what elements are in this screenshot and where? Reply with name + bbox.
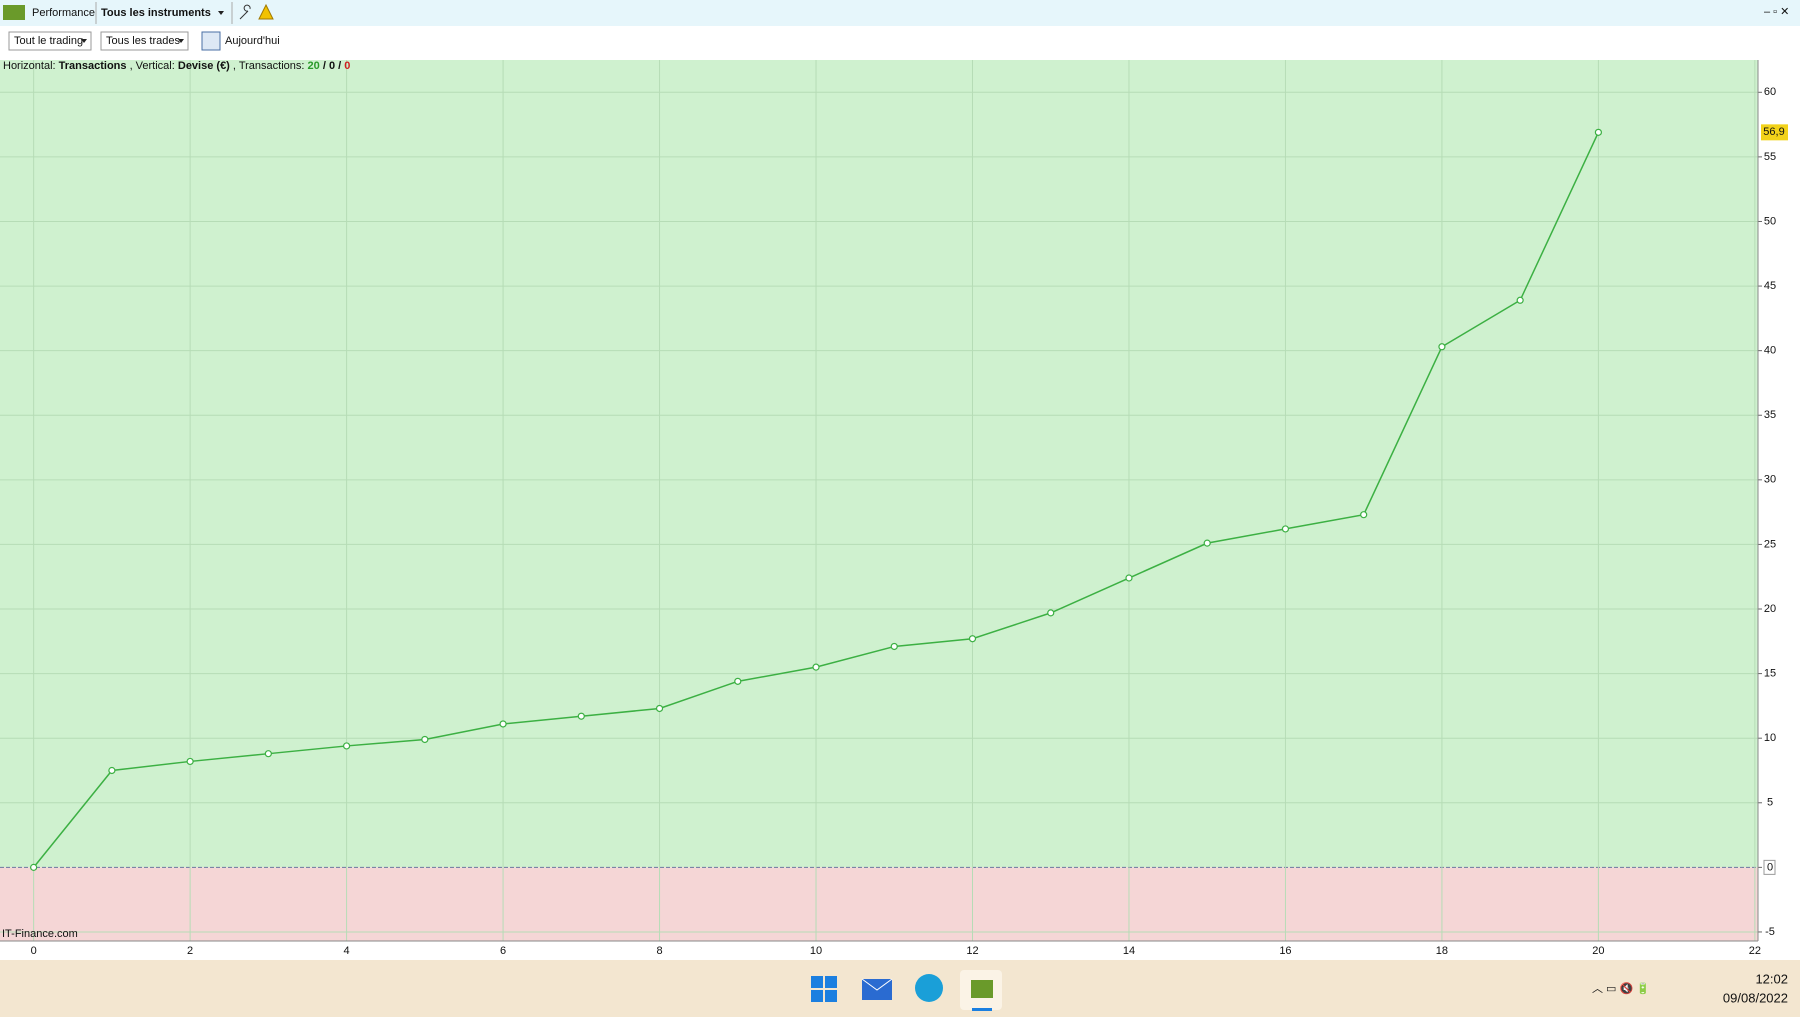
- info-separator: /: [338, 60, 341, 72]
- point: [264, 750, 272, 758]
- x-tick-label: 14: [1123, 945, 1135, 957]
- tab-performance[interactable]: Performance: [32, 7, 95, 19]
- point: [421, 735, 429, 744]
- y-tick-label: 20: [1764, 603, 1776, 615]
- info-flat: 0: [329, 60, 335, 72]
- info-v_label: , Vertical:: [130, 60, 175, 72]
- y-tick-label: 5: [1767, 797, 1773, 809]
- trades-label: Tous les trades: [106, 35, 180, 47]
- taskbar: [0, 960, 1800, 1017]
- x-tick-label: 6: [500, 945, 506, 957]
- calendar-icon[interactable]: [201, 31, 221, 51]
- info-losses: 0: [344, 60, 350, 72]
- point: [655, 704, 664, 713]
- x-tick-label: 16: [1279, 945, 1291, 957]
- value-label-box: [1761, 124, 1788, 141]
- info-h_label: Horizontal:: [3, 60, 56, 72]
- point: [1203, 539, 1211, 547]
- y-tick-label: 0: [1767, 861, 1773, 873]
- period-label: Tout le trading: [14, 35, 83, 47]
- warning-icon[interactable]: [258, 3, 274, 20]
- point: [1047, 609, 1055, 617]
- info-line: Horizontal: Transactions , Vertical: Dev…: [3, 60, 350, 72]
- y-tick-label: -5: [1765, 926, 1775, 938]
- x-tick-label: 20: [1592, 945, 1604, 957]
- x-tick-label: 10: [810, 945, 822, 957]
- info-wins: 20: [308, 60, 320, 72]
- tools-icon[interactable]: [239, 4, 251, 20]
- title-bar: [0, 0, 1800, 26]
- point: [1516, 296, 1524, 304]
- edge-icon[interactable]: [915, 974, 943, 1002]
- y-tick-label: 60: [1764, 86, 1776, 98]
- info-separator: /: [323, 60, 326, 72]
- negative-zone: [0, 867, 1758, 941]
- y-tick-label: 40: [1764, 345, 1776, 357]
- positive-zone: [0, 60, 1758, 868]
- x-tick-label: 12: [966, 945, 978, 957]
- date-label: Aujourd'hui: [225, 35, 280, 47]
- point: [1360, 511, 1368, 519]
- x-tick-label: 0: [31, 945, 37, 957]
- y-tick-label: 25: [1764, 538, 1776, 550]
- trades-dropdown[interactable]: [100, 31, 189, 51]
- info-v_value: Devise (€): [178, 60, 230, 72]
- y-tick-label: 10: [1764, 732, 1776, 744]
- window-controls[interactable]: – ▫ ✕: [1764, 6, 1789, 18]
- app-icon: [3, 5, 25, 20]
- point: [968, 635, 977, 643]
- y-tick-label: 50: [1764, 215, 1776, 227]
- point: [577, 712, 585, 720]
- y-tick-label: 35: [1764, 409, 1776, 421]
- x-tick-label: 2: [187, 945, 193, 957]
- x-tick-label: 8: [656, 945, 662, 957]
- instruments-dropdown[interactable]: Tous les instruments: [101, 7, 211, 19]
- period-dropdown[interactable]: [8, 31, 92, 51]
- point: [499, 720, 507, 728]
- point: [186, 757, 194, 766]
- point: [342, 742, 351, 750]
- tray-icons[interactable]: ︿ ▭ 🔇 🔋: [1592, 982, 1650, 995]
- point: [890, 642, 898, 651]
- x-tick-label: 4: [344, 945, 350, 957]
- value-label: 56,9: [1763, 126, 1784, 138]
- clock-date: 09/08/2022: [1723, 990, 1788, 1005]
- y-tick-label: 45: [1764, 280, 1776, 292]
- point: [1438, 343, 1446, 351]
- x-axis-panel: [0, 941, 1800, 960]
- info-h_value: Transactions: [59, 60, 127, 72]
- y-tick-label: 55: [1764, 151, 1776, 163]
- point: [1281, 525, 1290, 533]
- x-tick-label: 18: [1436, 945, 1448, 957]
- y-tick-label: 15: [1764, 668, 1776, 680]
- point: [1594, 128, 1602, 136]
- point: [30, 863, 38, 871]
- clock-time: 12:02: [1755, 971, 1788, 986]
- point: [734, 677, 742, 685]
- start-button[interactable]: [811, 976, 837, 1002]
- info-t_label: , Transactions:: [233, 60, 305, 72]
- zero-box: [1763, 859, 1776, 875]
- axis-panel: [1758, 60, 1800, 941]
- y-tick-label: 30: [1764, 474, 1776, 486]
- x-tick-label: 22: [1749, 945, 1761, 957]
- watermark: IT-Finance.com: [2, 928, 78, 940]
- point: [1125, 574, 1133, 582]
- point: [812, 663, 820, 671]
- point: [108, 766, 116, 775]
